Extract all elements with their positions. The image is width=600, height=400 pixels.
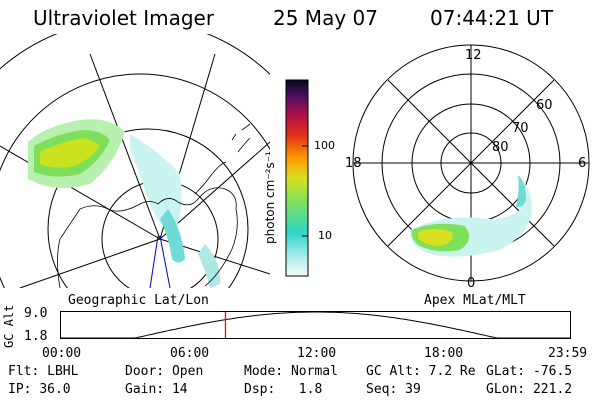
aurora-emission-left	[28, 119, 221, 288]
info-gain: Gain: 14	[125, 382, 188, 397]
aurora-emission-right	[410, 175, 532, 257]
mlat-label-80: 80	[492, 140, 509, 155]
mlat-label-60: 60	[536, 98, 553, 113]
info-mode: Mode: Normal	[244, 364, 338, 379]
timeline-xtick-2: 12:00	[297, 346, 337, 361]
info-ip: IP: 36.0	[8, 382, 71, 397]
coastline	[57, 123, 251, 288]
intensity-colorbar	[285, 79, 309, 277]
info-door: Door: Open	[125, 364, 204, 379]
colorbar-tick-10: 10	[318, 229, 332, 242]
timeline-xtick-0: 00:00	[42, 346, 82, 361]
magnetic-polar-plot	[352, 44, 590, 282]
timeline-ylabel: GC Alt	[2, 304, 16, 348]
geographic-map	[0, 34, 270, 288]
altitude-timeline	[60, 311, 571, 339]
observation-time: 07:44:21 UT	[430, 6, 554, 30]
mlt-label-12: 12	[465, 48, 482, 63]
mlt-label-6: 6	[578, 156, 587, 171]
info-dsp: Dsp: 1.8	[244, 382, 323, 397]
colorbar-tick-100: 100	[314, 139, 335, 152]
mlt-label-0: 0	[467, 276, 476, 291]
timeline-xtick-3: 18:00	[424, 346, 464, 361]
timeline-xtick-4: 23:59	[548, 346, 588, 361]
right-panel-caption: Apex MLat/MLT	[424, 293, 526, 308]
info-gc-alt: GC Alt: 7.2 Re	[366, 364, 476, 379]
timeline-ytick-min: 1.8	[24, 329, 48, 344]
mlat-label-70: 70	[512, 121, 529, 136]
info-flt: Flt: LBHL	[8, 364, 79, 379]
colorbar-unit-label: photon cm⁻²s⁻¹	[263, 151, 277, 244]
altitude-curve	[61, 311, 571, 339]
timeline-xtick-1: 06:00	[170, 346, 210, 361]
timeline-ytick-max: 9.0	[24, 306, 48, 321]
info-glon: GLon: 221.2	[486, 382, 573, 397]
left-panel-caption: Geographic Lat/Lon	[68, 293, 209, 308]
info-glat: GLat: -76.5	[486, 364, 573, 379]
info-seq: Seq: 39	[366, 382, 421, 397]
instrument-title: Ultraviolet Imager	[33, 6, 215, 30]
mlt-label-18: 18	[345, 156, 362, 171]
observation-date: 25 May 07	[273, 6, 378, 30]
